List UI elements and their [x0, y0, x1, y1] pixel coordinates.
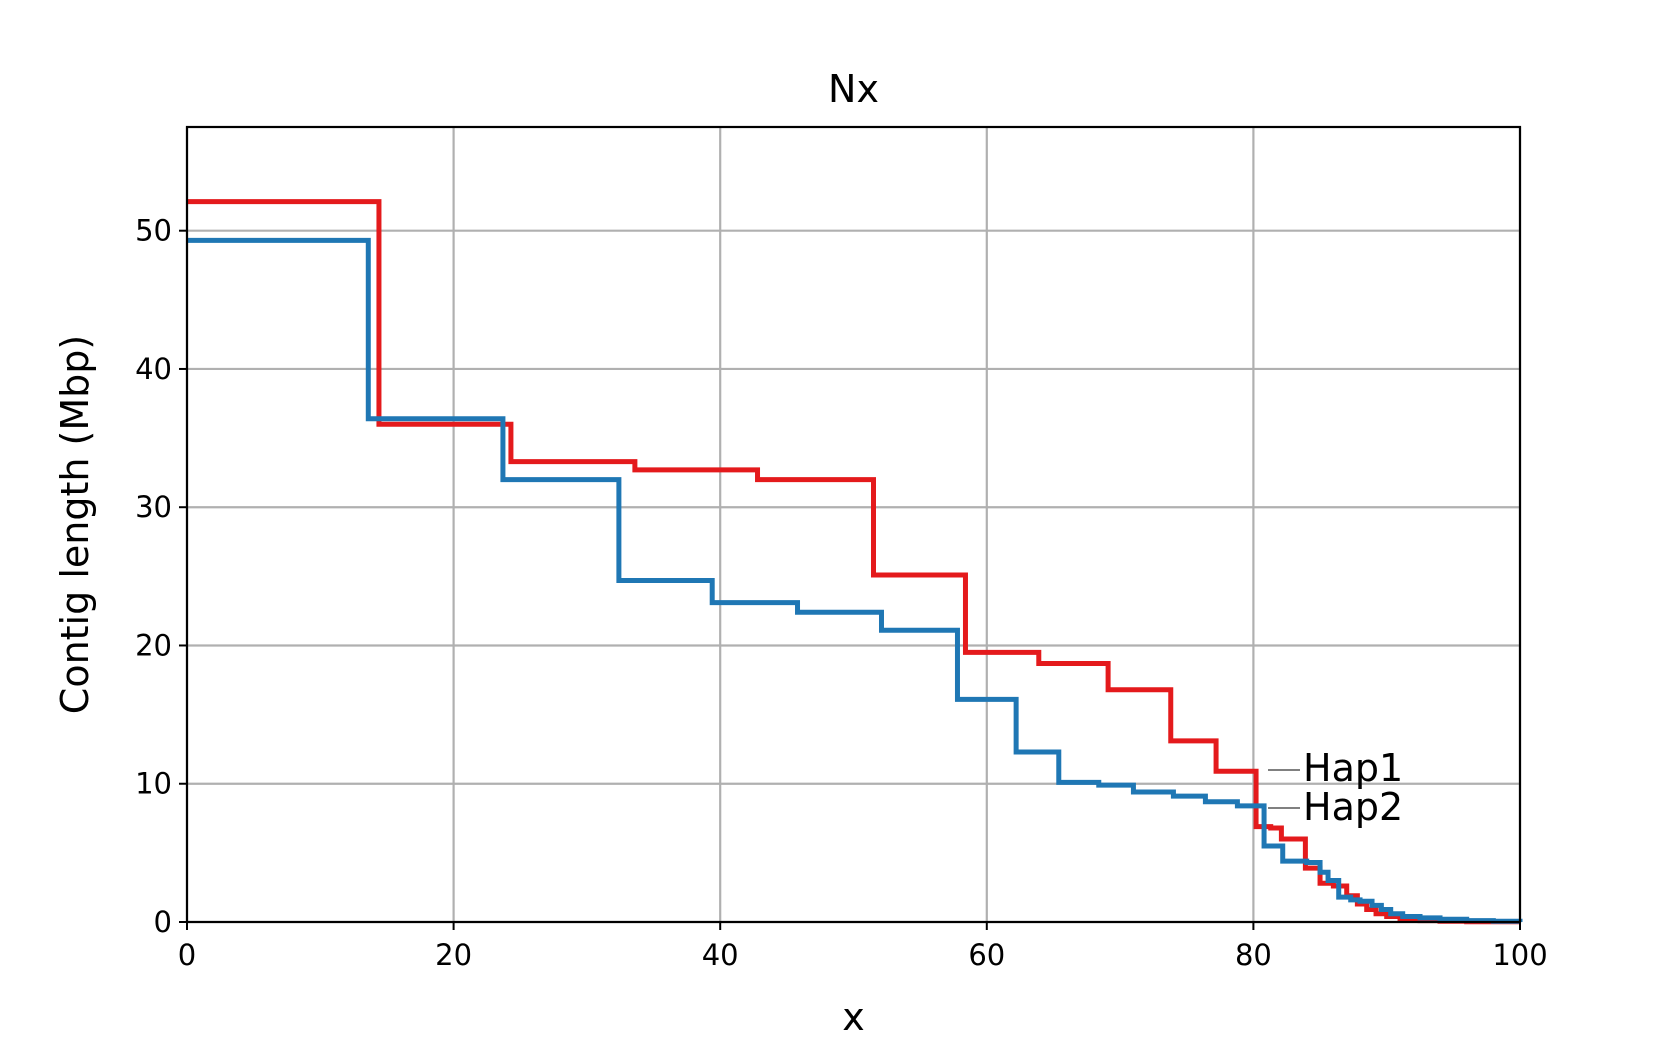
x-tick-label: 60: [968, 938, 1005, 972]
series-lines: [187, 199, 1523, 925]
series-label-hap2: Hap2: [1303, 785, 1403, 829]
y-axis-title: Contig length (Mbp): [53, 335, 97, 714]
y-tick-label: 0: [154, 905, 172, 939]
axis-ticks: 0 20 40 60 80 100 0 10 20 30 40 50: [135, 214, 1548, 972]
x-axis-title: x: [842, 995, 865, 1038]
chart-title: Nx: [828, 67, 879, 111]
series-line-hap1: [187, 199, 1523, 925]
series-line-hap2: [187, 237, 1523, 924]
y-tick-label: 20: [135, 628, 172, 662]
x-tick-label: 80: [1235, 938, 1272, 972]
y-tick-label: 50: [135, 214, 172, 248]
y-tick-label: 10: [135, 767, 172, 801]
y-tick-label: 40: [135, 352, 172, 386]
plot-frame: [185, 125, 1522, 924]
series-label-hap1: Hap1: [1303, 746, 1403, 790]
x-tick-label: 0: [178, 938, 196, 972]
x-tick-label: 20: [435, 938, 472, 972]
x-tick-label: 40: [702, 938, 739, 972]
y-tick-label: 30: [135, 490, 172, 524]
x-tick-label: 100: [1492, 938, 1547, 972]
